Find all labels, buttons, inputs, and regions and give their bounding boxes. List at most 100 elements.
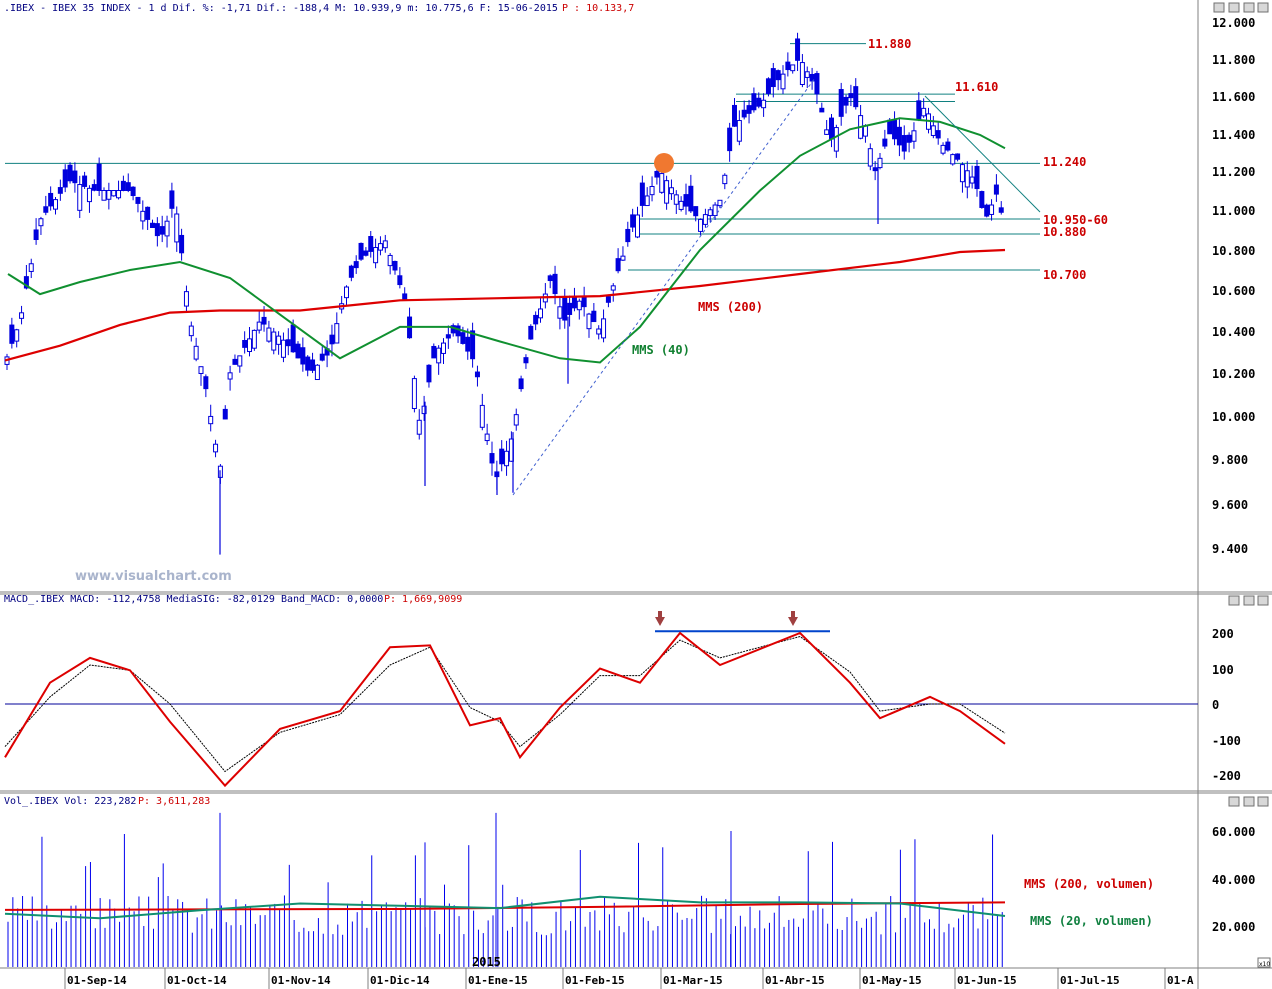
candle-body xyxy=(455,325,461,337)
candle-body xyxy=(538,308,543,319)
candle-body xyxy=(882,138,888,147)
candle-body xyxy=(489,453,495,464)
candle-body xyxy=(833,127,839,152)
candle-body xyxy=(237,355,243,367)
candle-body xyxy=(213,443,219,453)
candle-body xyxy=(557,306,563,319)
candle-body xyxy=(436,347,442,364)
candle-body xyxy=(906,134,912,143)
level-label-11880: 11.880 xyxy=(868,37,911,51)
candle-body xyxy=(829,117,834,140)
candle-body xyxy=(765,78,771,94)
candle-body xyxy=(474,371,480,378)
candle-body xyxy=(271,331,277,351)
candle-body xyxy=(717,199,723,207)
candle-body xyxy=(57,187,63,194)
candle-body xyxy=(431,345,437,359)
volume-panel-controls[interactable] xyxy=(1228,796,1269,807)
candle-body xyxy=(174,213,180,243)
macd-peak-arrow xyxy=(788,617,798,626)
candle-body xyxy=(635,214,640,238)
candle-body xyxy=(72,170,78,184)
ma200-line xyxy=(4,248,1006,362)
candle-body xyxy=(668,187,674,195)
macd-peak-arrow xyxy=(655,617,665,626)
candle-body xyxy=(678,200,684,210)
ma40-line xyxy=(7,117,1006,364)
candle-body xyxy=(945,141,951,151)
candle-body xyxy=(610,285,616,291)
x-tick-label: 01-Ene-15 xyxy=(468,974,528,987)
candle-body xyxy=(867,148,873,167)
candle-body xyxy=(120,180,126,192)
watermark: www.visualchart.com xyxy=(75,569,232,584)
candle-body xyxy=(513,414,519,426)
candle-body xyxy=(242,340,248,348)
candle-body xyxy=(959,164,965,183)
volume-header: Vol_.IBEX Vol: 223,282 xyxy=(4,796,136,807)
candle-body xyxy=(188,325,194,337)
candle-body xyxy=(955,153,961,160)
candle-body xyxy=(533,314,539,325)
candle-body xyxy=(644,195,650,207)
y-tick-label: 10.200 xyxy=(1212,367,1255,381)
candle-body xyxy=(552,273,558,295)
candle-body xyxy=(348,265,354,278)
candle-body xyxy=(53,199,58,210)
candle-body xyxy=(154,223,160,237)
candle-body xyxy=(567,302,573,315)
candle-body xyxy=(145,206,151,220)
candle-body xyxy=(494,471,500,478)
price-panel-controls[interactable] xyxy=(1213,2,1269,13)
candle-body xyxy=(848,93,854,99)
candle-body xyxy=(576,300,582,311)
candle-body xyxy=(969,176,975,184)
candle-body xyxy=(887,119,893,135)
volume-header-p: P: 3,611,283 xyxy=(138,796,210,807)
candle-body xyxy=(824,129,830,135)
candle-body xyxy=(702,214,708,225)
candle-body xyxy=(33,229,39,241)
candle-body xyxy=(673,194,679,205)
candle-body xyxy=(586,313,592,330)
macd-header: MACD_.IBEX MACD: -112,4758 MediaSIG: -82… xyxy=(4,594,383,605)
macd-peak-arrow-stem xyxy=(791,611,795,618)
x-tick-label: 01-Nov-14 xyxy=(271,974,331,987)
candle-body xyxy=(528,325,534,340)
y-tick-label: 10.400 xyxy=(1212,325,1255,339)
level-label-11610: 11.610 xyxy=(955,80,998,94)
level-label-11240: 11.240 xyxy=(1043,155,1086,169)
candle-body xyxy=(232,358,238,365)
candle-body xyxy=(838,89,844,117)
candle-body xyxy=(377,243,383,251)
candle-body xyxy=(14,329,20,342)
level-label-10880: 10.880 xyxy=(1043,225,1086,239)
candle-body xyxy=(547,275,553,282)
candle-body xyxy=(964,170,970,188)
candle-body xyxy=(901,135,907,152)
volume-y-axis: 60.000 40.000 20.000 xyxy=(1212,825,1255,934)
y-tick-label: 11.600 xyxy=(1212,90,1255,104)
candle-body xyxy=(392,260,398,271)
candle-body xyxy=(101,190,107,201)
candle-body xyxy=(193,345,199,360)
candle-body xyxy=(571,296,577,309)
macd-panel-controls[interactable] xyxy=(1228,595,1269,606)
trendline-down xyxy=(924,95,1041,213)
candle-body xyxy=(591,310,597,323)
candle-body xyxy=(470,330,476,360)
candle-body xyxy=(222,408,228,420)
candle-body xyxy=(280,339,286,358)
candle-body xyxy=(479,404,485,428)
y-tick-label: 9.600 xyxy=(1212,498,1248,512)
candle-body xyxy=(896,126,902,146)
y-tick-label: 10.800 xyxy=(1212,244,1255,258)
candle-body xyxy=(19,312,25,319)
candle-body xyxy=(751,93,757,111)
y-tick-label: 200 xyxy=(1212,627,1234,641)
candle-body xyxy=(169,190,175,209)
price-header-p: P : 10.133,7 xyxy=(562,3,634,14)
candle-body xyxy=(916,100,922,121)
candle-body xyxy=(921,107,927,117)
candle-body xyxy=(877,157,883,169)
